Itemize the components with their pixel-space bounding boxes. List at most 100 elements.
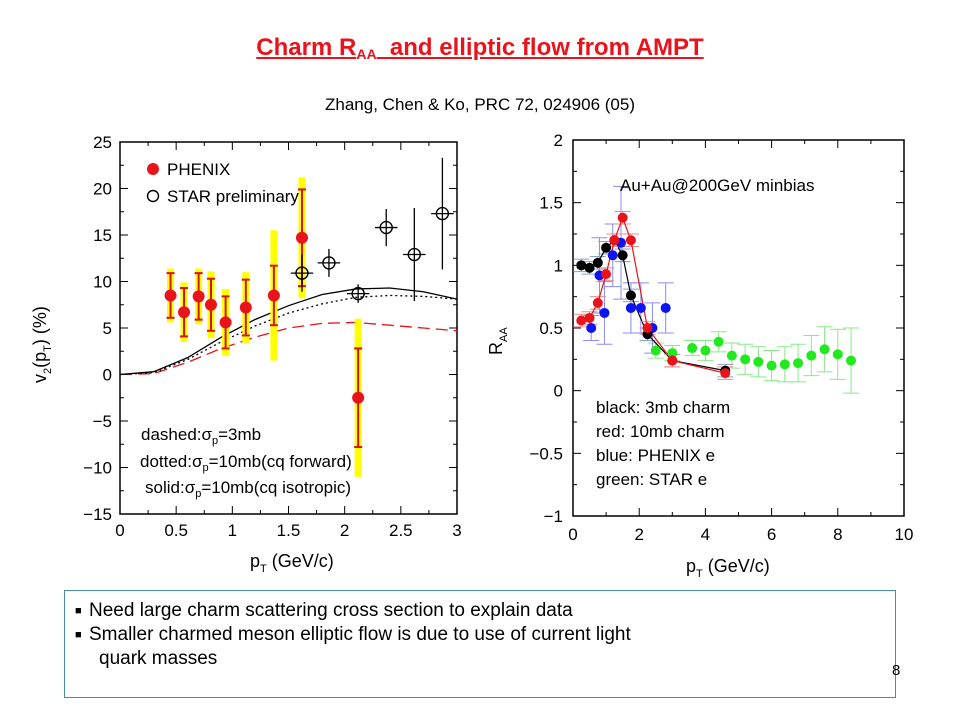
x-tick-label: 2.5 xyxy=(389,521,413,540)
raa-point-red xyxy=(576,315,587,326)
y-tick-label: 0 xyxy=(103,366,112,385)
raa-point-green xyxy=(779,359,790,370)
slide-title: Charm RAA and elliptic flow from AMPT xyxy=(0,34,960,62)
raa-point-blue xyxy=(599,307,610,318)
bullet-continuation: quark masses xyxy=(99,648,218,669)
raa-line-red xyxy=(581,215,726,374)
raa-point-green xyxy=(793,358,804,369)
x-axis-label: pT (GeV/c) xyxy=(250,551,334,575)
legend-label-phenix: PHENIX xyxy=(167,160,230,179)
x-tick-label: 3 xyxy=(452,521,461,540)
raa-point-green xyxy=(832,349,843,360)
raa-point-green xyxy=(740,354,751,365)
raa-point-red xyxy=(601,269,612,280)
y-tick-label: 25 xyxy=(93,133,112,152)
raa-point-red xyxy=(642,323,653,333)
y-tick-label: 1.5 xyxy=(539,194,563,213)
raa-point-red xyxy=(617,212,628,223)
x-tick-label: 1 xyxy=(228,521,237,540)
raa-point-black xyxy=(576,260,587,271)
raa-point-green xyxy=(667,348,678,359)
y-tick-label: −0.5 xyxy=(529,444,563,463)
raa-point-green xyxy=(753,356,764,367)
y-tick-label: −10 xyxy=(83,459,112,478)
bullet-square-icon: ■ xyxy=(75,629,82,641)
x-tick-label: 6 xyxy=(767,525,776,544)
bullet-box: ■ Need large charm scattering cross secti… xyxy=(64,590,896,698)
x-tick-label: 0.5 xyxy=(164,521,188,540)
curve-annotation: dotted:σp=10mb(cq forward) xyxy=(140,452,352,474)
raa-point-green xyxy=(819,344,830,355)
raa-point-red xyxy=(584,312,595,323)
legend-marker-star xyxy=(146,189,160,203)
v2-chart: 0 0.5 1 1.5 2 2.5 3 25 20 15 10 5 0 −5 −10 −15 PHENIX STA… xyxy=(30,133,462,575)
phenix-point xyxy=(295,231,308,244)
raa-point-green xyxy=(766,360,777,371)
raa-point-red xyxy=(625,235,636,246)
x-tick-label: 4 xyxy=(701,525,710,544)
star-point xyxy=(351,286,365,301)
phenix-point xyxy=(164,289,177,302)
system-annotation: Au+Au@200GeV minbias xyxy=(620,176,814,195)
raa-point-red xyxy=(667,355,678,366)
raa-point-green xyxy=(806,350,817,361)
raa-point-green xyxy=(650,345,661,356)
x-tick-label: 0 xyxy=(568,525,577,544)
star-point xyxy=(322,256,336,270)
raa-point-green xyxy=(846,355,857,366)
x-tick-label: 2 xyxy=(340,521,349,540)
y-tick-label: 20 xyxy=(93,180,112,199)
legend-text: red: 10mb charm xyxy=(596,422,725,441)
bullet-text: Smaller charmed meson elliptic flow is d… xyxy=(89,624,631,645)
raa-point-red xyxy=(720,368,731,379)
phenix-point xyxy=(192,290,205,303)
raa-point-green xyxy=(726,350,737,361)
x-tick-label: 10 xyxy=(895,525,914,544)
raa-point-black xyxy=(592,257,603,268)
star-point xyxy=(435,206,450,221)
y-tick-label: 15 xyxy=(93,226,112,245)
raa-point-blue xyxy=(625,302,636,313)
curve-annotation: solid:σp=10mb(cq isotropic) xyxy=(145,478,351,500)
raa-point-green xyxy=(713,336,724,347)
x-tick-label: 2 xyxy=(634,525,643,544)
legend-text: black: 3mb charm xyxy=(596,398,730,417)
raa-point-blue xyxy=(660,302,671,313)
y-tick-label: −1 xyxy=(544,507,563,526)
bullet-text: Need large charm scattering cross sectio… xyxy=(89,600,573,621)
x-tick-label: 8 xyxy=(833,525,842,544)
legend-marker-phenix xyxy=(147,163,159,175)
raa-point-blue xyxy=(635,302,646,313)
phenix-point xyxy=(219,316,232,329)
raa-point-blue xyxy=(607,250,618,261)
y-tick-label: 1 xyxy=(554,256,563,275)
raa-point-blue xyxy=(586,323,597,333)
phenix-point xyxy=(267,289,280,302)
y-tick-label: 0 xyxy=(554,382,563,401)
y-axis-label: v2(pT) (%) xyxy=(30,306,54,383)
star-point xyxy=(379,220,393,235)
citation: Zhang, Chen & Ko, PRC 72, 024906 (05) xyxy=(325,95,635,114)
x-tick-label: 1.5 xyxy=(277,521,301,540)
page-number: 8 xyxy=(892,662,901,679)
raa-point-red xyxy=(592,297,603,308)
title-main: Charm R xyxy=(256,34,357,61)
phenix-point xyxy=(178,306,191,319)
y-tick-label: 0.5 xyxy=(539,319,563,338)
raa-chart: 0 2 4 6 8 10 2 1.5 1 0.5 0 −0.5 −1 Au+Au@200GeV minbi… xyxy=(486,131,914,580)
raa-point-black xyxy=(625,290,636,301)
raa-point-black xyxy=(617,250,628,261)
raa-point-black xyxy=(584,262,595,273)
x-axis-label: pT (GeV/c) xyxy=(686,556,770,580)
legend-label-star: STAR preliminary xyxy=(167,187,299,206)
title-subscript: AA xyxy=(356,46,377,62)
curve-annotation: dashed:σp=3mb xyxy=(141,425,261,447)
raa-point-green xyxy=(687,343,698,354)
y-tick-label: −15 xyxy=(83,505,112,524)
phenix-point xyxy=(204,298,217,311)
model-curve-solid xyxy=(119,287,458,376)
legend-text: green: STAR e xyxy=(596,470,707,489)
model-curve-dotted xyxy=(119,294,458,376)
y-tick-label: 2 xyxy=(554,131,563,150)
model-curve-dashed xyxy=(119,321,458,376)
